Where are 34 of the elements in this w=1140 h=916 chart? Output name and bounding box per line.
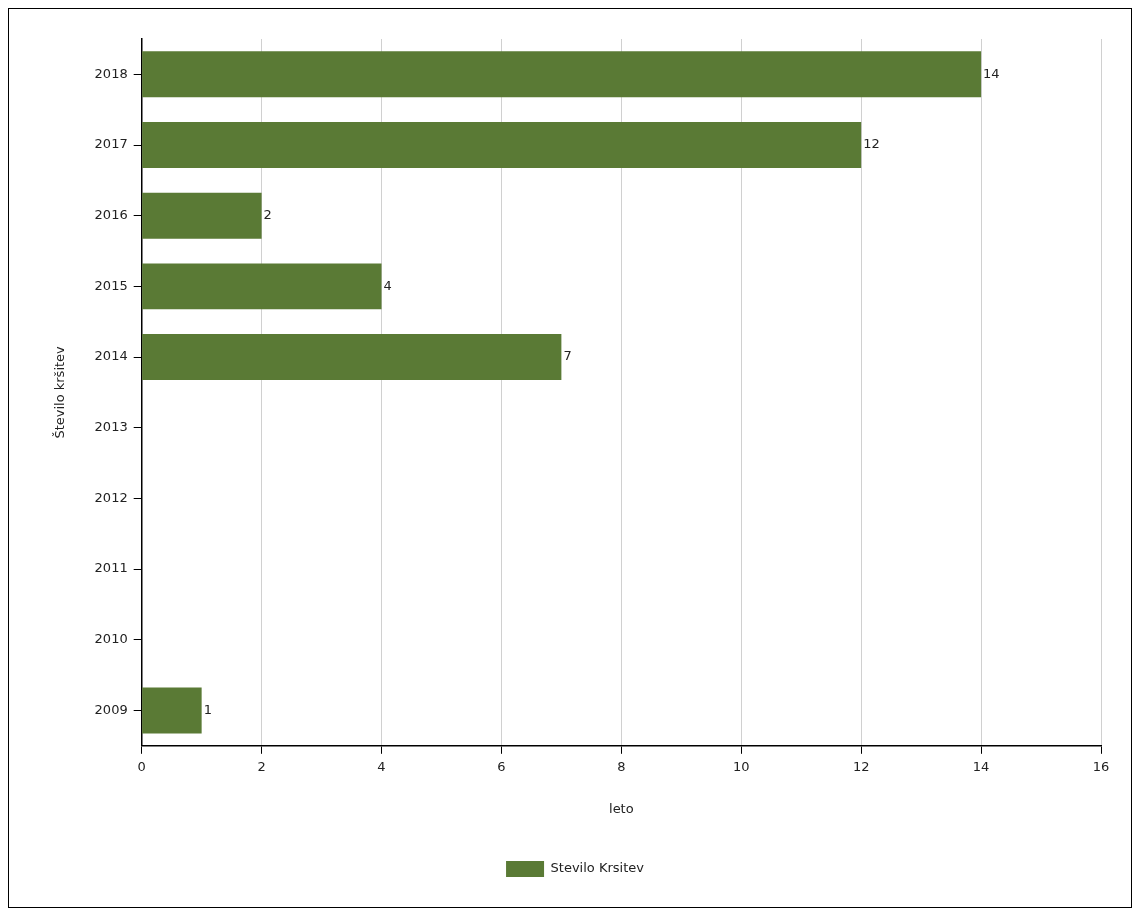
x-tick-label: 10 xyxy=(732,758,750,774)
y-tick-label: 2011 xyxy=(94,560,128,576)
bar xyxy=(142,51,982,98)
x-tick-label: 0 xyxy=(137,758,146,774)
data-label: 7 xyxy=(563,348,572,364)
y-tick-label: 2016 xyxy=(94,207,128,223)
data-label: 1 xyxy=(203,701,212,717)
bar xyxy=(142,192,262,239)
x-tick-label: 6 xyxy=(497,758,506,774)
y-tick-label: 2014 xyxy=(94,348,128,364)
bar xyxy=(142,334,562,381)
y-tick-label: 2009 xyxy=(94,701,128,717)
y-tick-label: 2017 xyxy=(94,136,128,152)
bar xyxy=(142,263,382,310)
y-tick-label: 2015 xyxy=(94,277,128,293)
bar xyxy=(142,687,202,734)
data-label: 14 xyxy=(983,65,1000,81)
y-tick-label: 2013 xyxy=(94,419,128,435)
x-tick-label: 16 xyxy=(1092,758,1110,774)
legend-label: Stevilo Krsitev xyxy=(550,860,645,876)
x-axis-title: leto xyxy=(609,800,634,816)
y-tick-label: 2010 xyxy=(94,631,128,647)
x-tick-label: 12 xyxy=(852,758,870,774)
y-tick-label: 2012 xyxy=(94,489,128,505)
data-label: 4 xyxy=(383,277,392,293)
x-tick-label: 8 xyxy=(617,758,626,774)
x-tick-label: 4 xyxy=(377,758,386,774)
data-label: 2 xyxy=(263,207,272,223)
x-tick-label: 14 xyxy=(972,758,990,774)
bar xyxy=(142,122,862,168)
y-tick-label: 2018 xyxy=(94,65,128,81)
y-axis-title: Število kršitev xyxy=(52,345,68,439)
data-label: 12 xyxy=(863,136,880,152)
x-tick-label: 2 xyxy=(257,758,266,774)
